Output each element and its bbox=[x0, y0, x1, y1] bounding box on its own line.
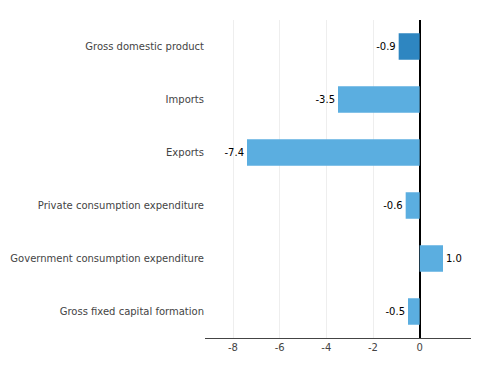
svg-text:-4: -4 bbox=[321, 342, 331, 353]
svg-text:-8: -8 bbox=[228, 342, 238, 353]
svg-text:-2: -2 bbox=[368, 342, 378, 353]
svg-text:Gross domestic product: Gross domestic product bbox=[85, 41, 204, 52]
svg-text:-7.4: -7.4 bbox=[224, 147, 244, 158]
svg-text:-3.5: -3.5 bbox=[315, 94, 335, 105]
svg-text:-0.9: -0.9 bbox=[376, 41, 396, 52]
svg-text:Imports: Imports bbox=[166, 94, 204, 105]
svg-text:-6: -6 bbox=[275, 342, 285, 353]
svg-text:1.0: 1.0 bbox=[446, 253, 462, 264]
svg-text:-0.5: -0.5 bbox=[385, 306, 405, 317]
svg-text:-0.6: -0.6 bbox=[383, 200, 403, 211]
svg-text:Exports: Exports bbox=[166, 147, 204, 158]
svg-text:Private consumption expenditur: Private consumption expenditure bbox=[38, 200, 204, 211]
svg-text:0: 0 bbox=[416, 342, 422, 353]
svg-text:Government consumption expendi: Government consumption expenditure bbox=[10, 253, 204, 264]
svg-text:Gross fixed capital formation: Gross fixed capital formation bbox=[60, 306, 204, 317]
